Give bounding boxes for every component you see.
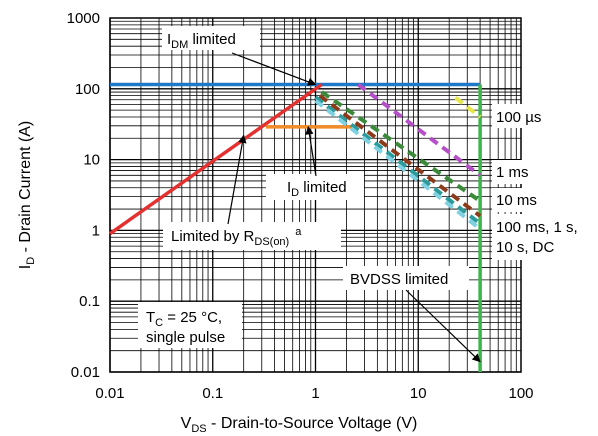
x-axis-title-main: V — [181, 415, 192, 432]
y-axis-title-sub: D — [25, 257, 37, 265]
id-label-rest: limited — [299, 179, 347, 196]
y-axis-title-rest: - Drain Current (A) — [17, 121, 34, 257]
p100ms-label-bg — [492, 214, 594, 260]
series-line-5 — [356, 82, 482, 177]
idm-label-sub: DM — [171, 39, 188, 51]
y-tick-label-3: 10 — [83, 152, 100, 169]
y-tick-label-1: 0.1 — [79, 293, 100, 310]
pulse-100ms-label-line1: 100 ms, 1 s, — [496, 219, 578, 236]
series-line-8 — [314, 95, 482, 226]
x-tick-labels: 0.01 0.1 1 10 100 — [95, 385, 533, 402]
conditions-label-bg — [138, 302, 242, 348]
pulse-10ms-label: 10 ms — [496, 192, 537, 209]
id-label-bg — [266, 174, 364, 200]
y-tick-label-4: 100 — [75, 81, 100, 98]
rds-limited-label: Limited by RDS(on) a — [171, 226, 302, 248]
x-tick-label-3: 10 — [410, 385, 427, 402]
p1ms-label-bg — [492, 160, 532, 184]
y-tick-label-5: 1000 — [67, 10, 100, 27]
idm-limited-label: IDM limited — [167, 31, 236, 51]
pulse-100us-label: 100 µs — [496, 109, 541, 126]
x-tick-label-0: 0.01 — [95, 385, 124, 402]
tc-sub: C — [155, 317, 163, 329]
pulse-100ms-label-line2: 10 s, DC — [496, 239, 555, 256]
series-line-9 — [314, 99, 482, 231]
rds-label-sub: DS(on) — [254, 236, 289, 248]
conditions-line2: single pulse — [146, 329, 225, 346]
y-tick-label-0: 0.01 — [71, 364, 100, 381]
y-axis-title-main: I — [17, 265, 34, 269]
idm-label-main: I — [167, 31, 171, 48]
x-tick-label-1: 0.1 — [202, 385, 223, 402]
id-arrow — [305, 126, 317, 177]
idm-label-bg — [162, 26, 260, 50]
idm-label-rest: limited — [188, 31, 236, 48]
series-line-4 — [454, 96, 482, 119]
series-line-1 — [108, 83, 323, 236]
bvdss-label-bg — [343, 266, 469, 290]
y-tick-labels: 0.01 0.1 1 10 100 1000 — [67, 10, 100, 381]
id-limited-label: ID limited — [287, 179, 347, 199]
conditions-line1: TC = 25 °C, — [146, 309, 222, 329]
rds-arrow — [227, 134, 247, 225]
x-tick-label-4: 100 — [508, 385, 533, 402]
rds-label-main: Limited by R — [171, 228, 255, 245]
bvdss-limited-label: BVDSS limited — [350, 271, 448, 288]
id-label-main: I — [287, 179, 291, 196]
series-line-6 — [320, 90, 482, 203]
annotations: IDM limited ID limited Limited by RDS(on… — [138, 26, 594, 363]
x-tick-label-2: 1 — [311, 385, 319, 402]
x-axis-title-rest: - Drain-to-Source Voltage (V) — [207, 415, 418, 432]
rds-label-bg — [163, 222, 341, 250]
tc-main: T — [146, 309, 155, 326]
bvdss-arrow — [405, 289, 481, 363]
x-axis-title: VDS - Drain-to-Source Voltage (V) — [181, 415, 418, 435]
p100us-label-bg — [492, 104, 554, 128]
pulse-1ms-label: 1 ms — [496, 164, 529, 181]
idm-arrow — [231, 52, 317, 86]
y-tick-label-2: 1 — [92, 222, 100, 239]
id-label-sub: D — [291, 187, 299, 199]
rds-label-sup: a — [295, 226, 302, 238]
x-axis-title-sub: DS — [191, 423, 206, 435]
series-group — [108, 82, 482, 372]
tc-rest: = 25 °C, — [163, 309, 222, 326]
series-line-7 — [318, 94, 482, 218]
p10ms-label-bg — [492, 188, 546, 212]
y-axis-title: ID - Drain Current (A) — [17, 121, 37, 269]
